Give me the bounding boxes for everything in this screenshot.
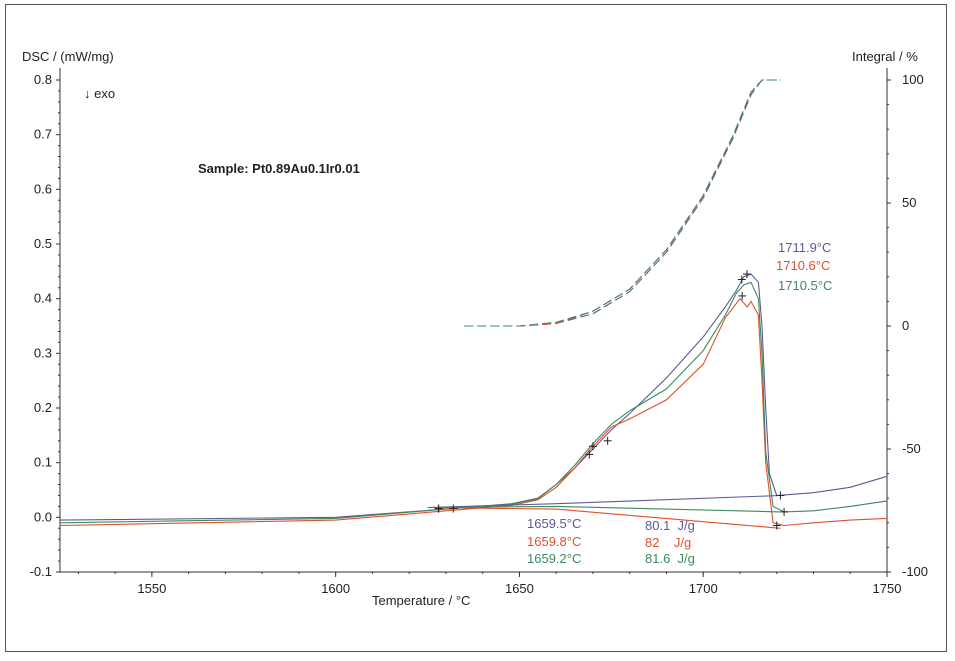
y-left-tick-label: 0.4 [34,291,52,306]
x-tick-label: 1700 [689,581,718,596]
onset-label-red: 1659.8°C [527,534,581,549]
y-left-tick-label: 0.8 [34,72,52,87]
y-right-tick-label: 100 [902,72,924,87]
sample-label: Sample: Pt0.89Au0.1Ir0.01 [198,161,360,176]
y-left-axis-label: DSC / (mW/mg) [22,49,114,64]
y-right-axis-label: Integral / % [852,49,918,64]
dsc-curve-blue [427,494,781,509]
peak-label-blue: 1711.9°C [778,240,831,255]
y-left-tick-label: 0.7 [34,127,52,142]
integral-curve-red [464,79,781,327]
x-tick-label: 1600 [321,581,350,596]
enthalpy-label-red: 82 J/g [645,535,691,550]
dsc-curve-green [59,281,888,524]
enthalpy-label-green: 81.6 J/g [645,551,695,566]
integral-curve-blue [464,79,781,327]
dsc-curve-green [427,505,781,513]
y-left-tick-label: 0.1 [34,455,52,470]
peak-label-red: 1710.6°C [776,258,830,273]
peak-label-green: 1710.5°C [778,278,832,293]
dsc-curve-red [427,506,781,529]
x-tick-label: 1750 [873,581,902,596]
y-left-tick-label: 0.5 [34,236,52,251]
enthalpy-label-blue: 80.1 J/g [645,518,695,533]
dsc-curve-red [59,297,888,527]
onset-label-green: 1659.2°C [527,551,581,566]
y-right-tick-label: 0 [902,318,909,333]
x-tick-label: 1550 [137,581,166,596]
x-axis-label: Temperature / °C [372,593,470,608]
exo-label: ↓ exo [84,86,115,101]
integral-curve-green [464,79,781,327]
y-left-tick-label: -0.1 [30,564,52,579]
x-tick-label: 1650 [505,581,534,596]
y-left-tick-label: 0.0 [34,509,52,524]
y-right-tick-label: -100 [902,564,928,579]
y-left-tick-label: 0.3 [34,345,52,360]
chart-frame [5,4,947,652]
onset-label-blue: 1659.5°C [527,516,581,531]
y-left-tick-label: 0.6 [34,181,52,196]
y-left-tick-label: 0.2 [34,400,52,415]
y-right-tick-label: -50 [902,441,921,456]
y-right-tick-label: 50 [902,195,916,210]
